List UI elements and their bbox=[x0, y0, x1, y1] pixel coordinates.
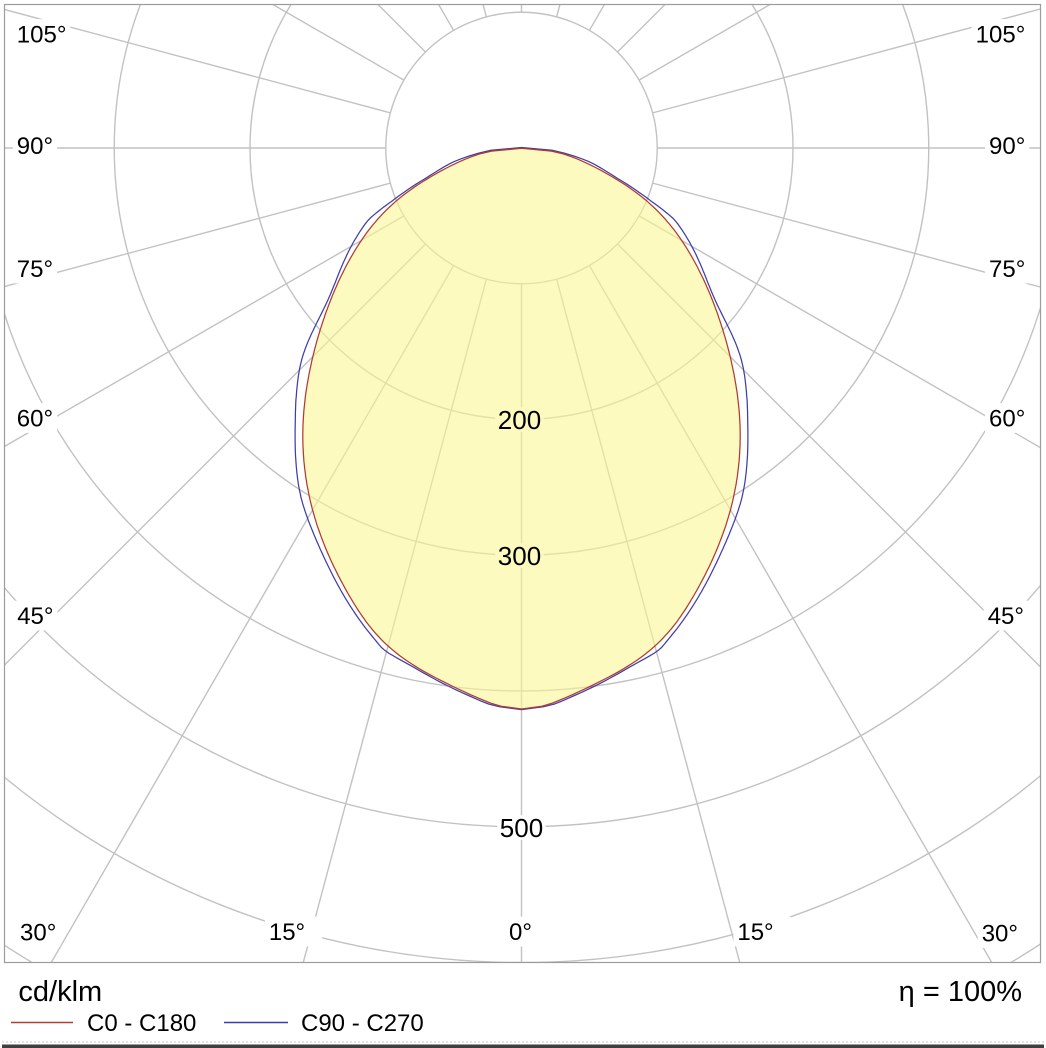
svg-text:15°: 15° bbox=[269, 919, 305, 946]
svg-text:105°: 105° bbox=[976, 22, 1026, 49]
svg-text:30°: 30° bbox=[982, 921, 1018, 948]
svg-text:η = 100%: η = 100% bbox=[899, 976, 1022, 1008]
svg-text:30°: 30° bbox=[20, 920, 56, 947]
svg-text:90°: 90° bbox=[17, 133, 53, 160]
svg-text:45°: 45° bbox=[988, 603, 1024, 630]
svg-text:200: 200 bbox=[498, 405, 541, 435]
svg-text:500: 500 bbox=[500, 813, 543, 843]
svg-text:45°: 45° bbox=[17, 603, 53, 630]
svg-text:C0 - C180: C0 - C180 bbox=[87, 1010, 196, 1037]
svg-text:0°: 0° bbox=[509, 919, 532, 946]
svg-text:75°: 75° bbox=[17, 256, 53, 283]
svg-text:300: 300 bbox=[498, 541, 541, 571]
svg-text:90°: 90° bbox=[989, 133, 1025, 160]
svg-text:15°: 15° bbox=[737, 919, 773, 946]
svg-text:C90 - C270: C90 - C270 bbox=[301, 1010, 424, 1037]
svg-text:75°: 75° bbox=[989, 256, 1025, 283]
svg-text:105°: 105° bbox=[17, 22, 67, 49]
svg-text:60°: 60° bbox=[17, 406, 53, 433]
svg-text:60°: 60° bbox=[989, 406, 1025, 433]
svg-text:cd/klm: cd/klm bbox=[18, 976, 102, 1008]
